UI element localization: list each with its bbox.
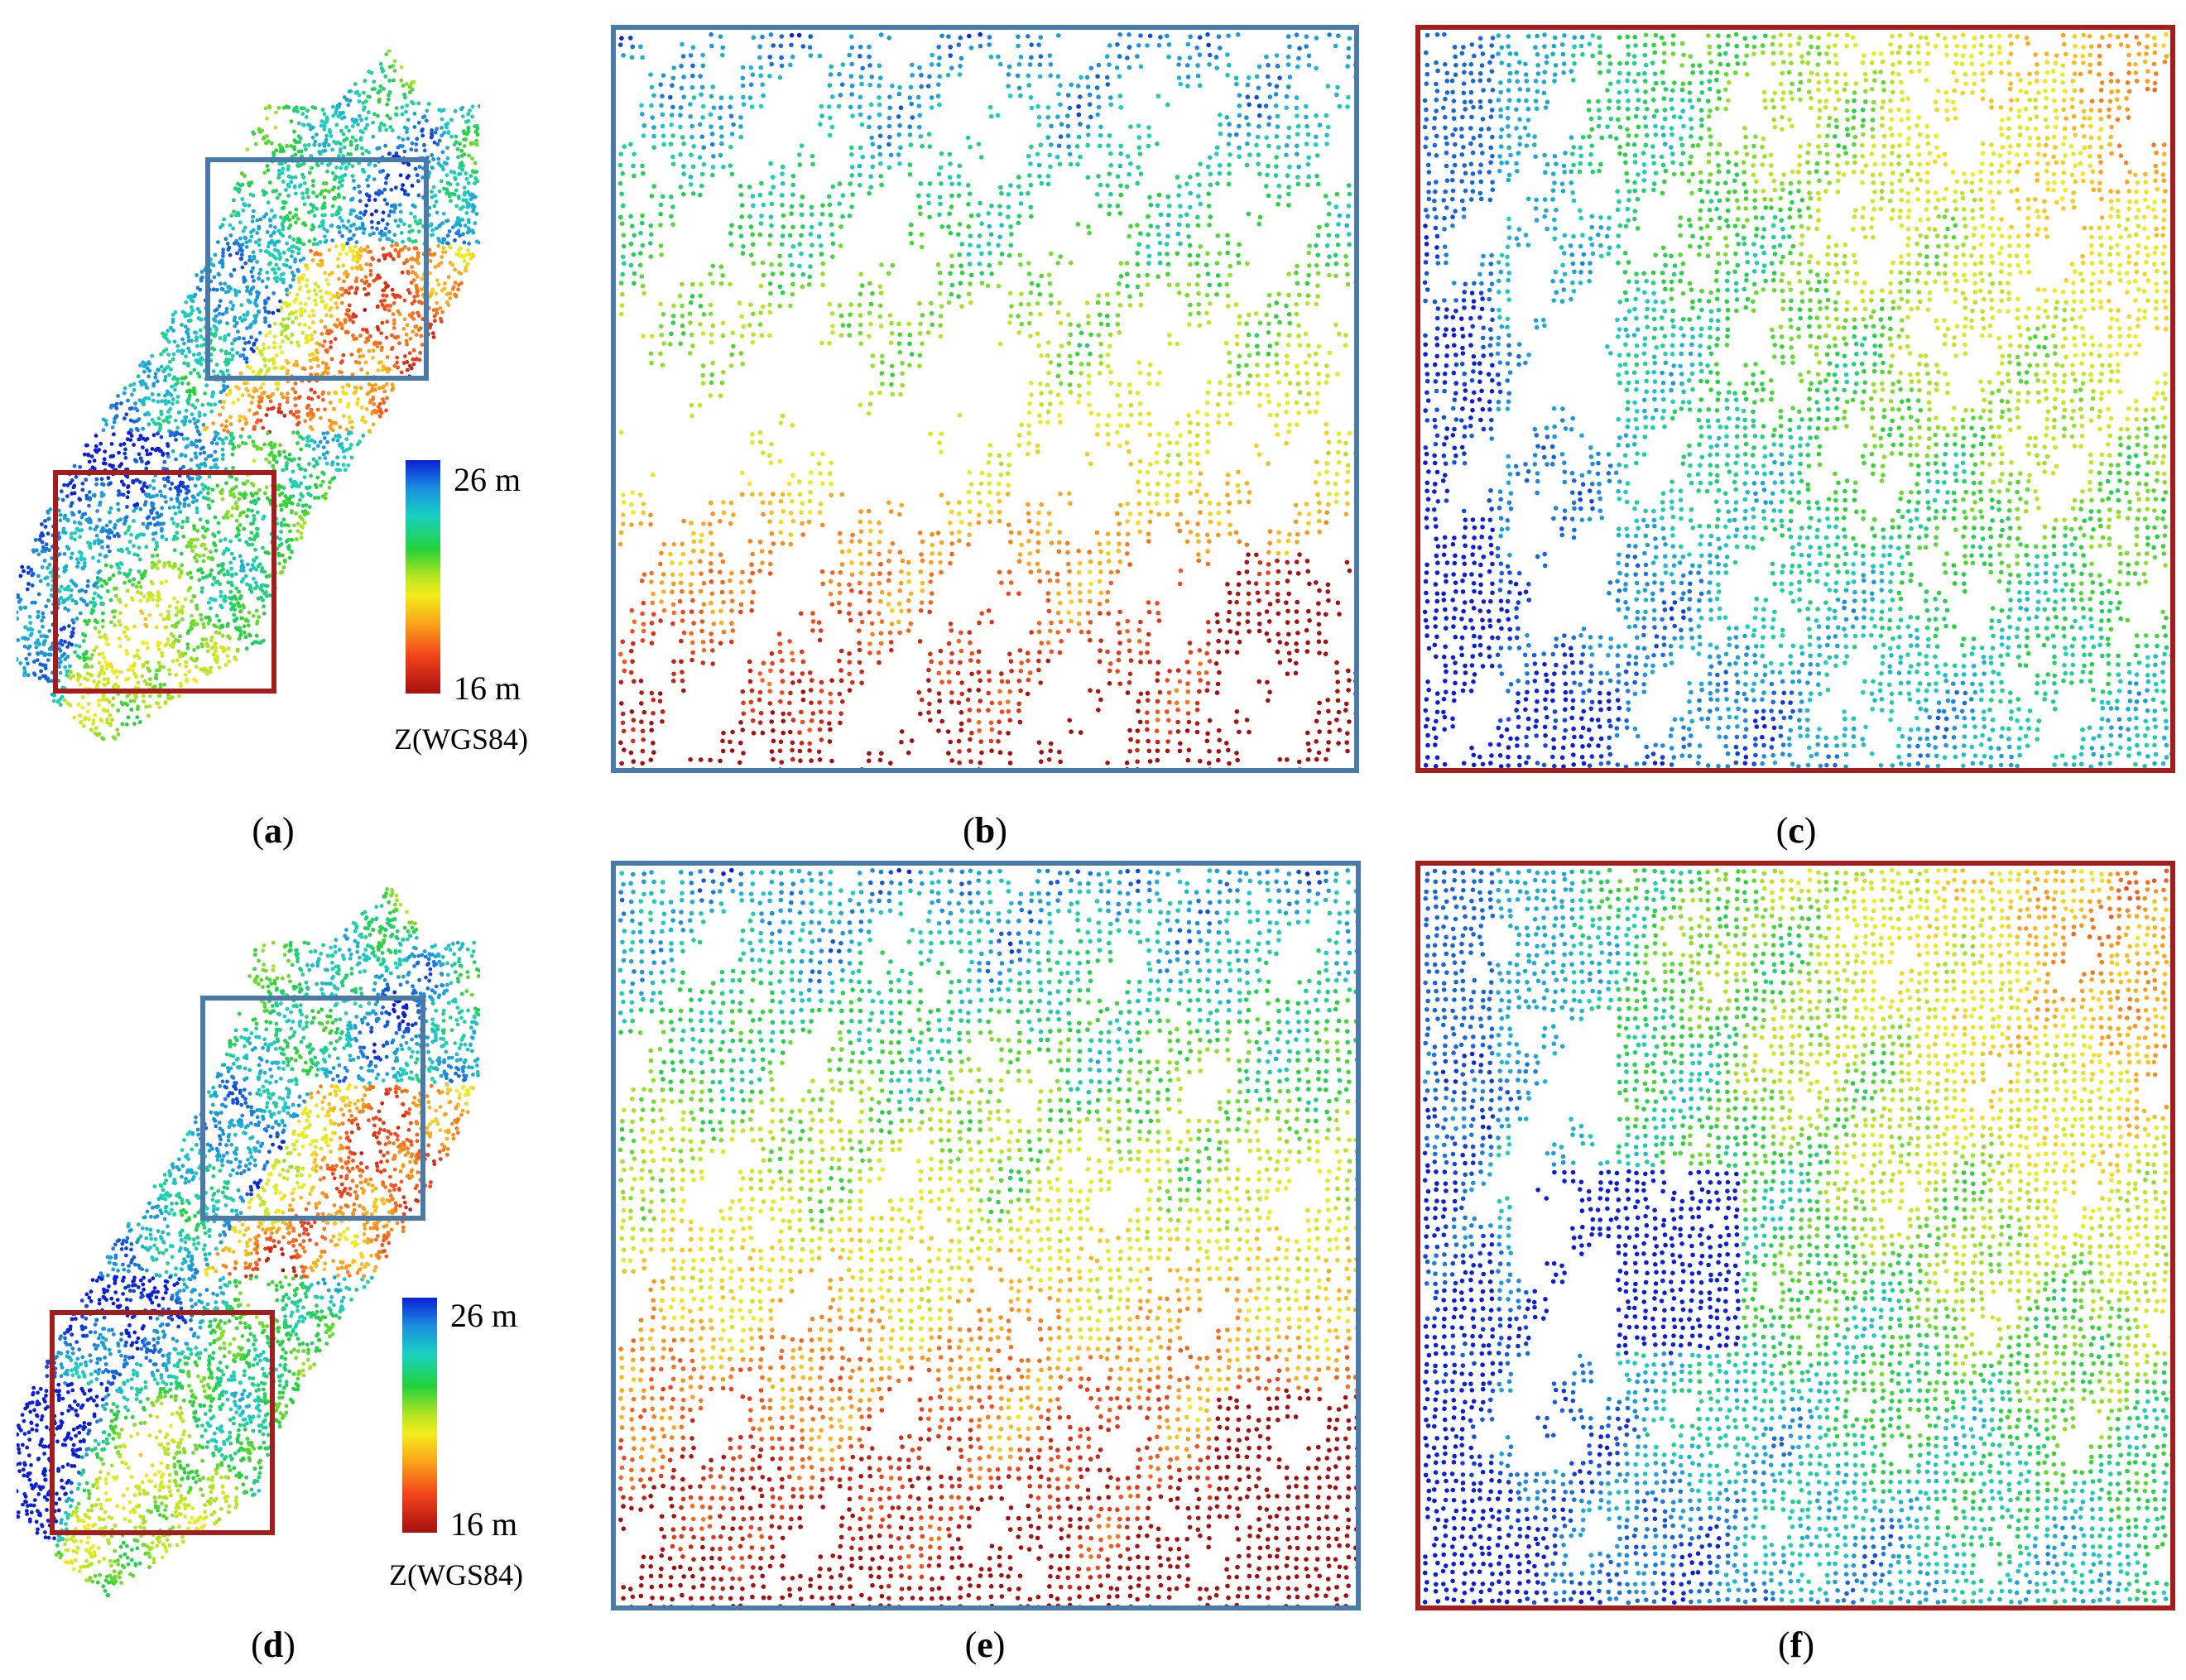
point-cloud-layer [17, 887, 480, 1597]
caption-b: (b) [935, 809, 1035, 852]
overview-d-blue-box [200, 996, 425, 1221]
colorbar-d-title: Z(WGS84) [389, 1558, 523, 1592]
zoom-panel-b [611, 25, 1359, 773]
overview-map-a [17, 50, 480, 742]
caption-f: (f) [1746, 1624, 1846, 1666]
colorbar-a-max-label: 26 m [454, 460, 521, 499]
zoom-panel-f [1415, 861, 2175, 1610]
caption-a: (a) [223, 809, 323, 852]
overview-d-red-box [50, 1310, 275, 1535]
point-cloud-layer [1422, 867, 2170, 1606]
colorbar-a-min-label: 16 m [454, 669, 521, 708]
colorbar-d-min-label: 16 m [450, 1505, 517, 1543]
colorbar-d-max-label: 26 m [450, 1296, 517, 1335]
overview-map-d [17, 887, 480, 1597]
zoom-panel-e [611, 861, 1361, 1610]
zoom-panel-c [1415, 25, 2175, 773]
colorbar-a [406, 460, 440, 694]
point-cloud-layer [17, 50, 480, 742]
caption-d: (d) [223, 1624, 323, 1666]
point-cloud-layer [617, 31, 1354, 768]
colorbar-d [402, 1298, 437, 1533]
point-cloud-layer [617, 867, 1356, 1606]
colorbar-a-title: Z(WGS84) [394, 722, 528, 756]
point-cloud-layer [1422, 31, 2170, 768]
caption-e: (e) [935, 1624, 1035, 1666]
overview-a-blue-box [205, 157, 429, 381]
overview-a-red-box [53, 470, 276, 694]
caption-c: (c) [1746, 809, 1846, 852]
